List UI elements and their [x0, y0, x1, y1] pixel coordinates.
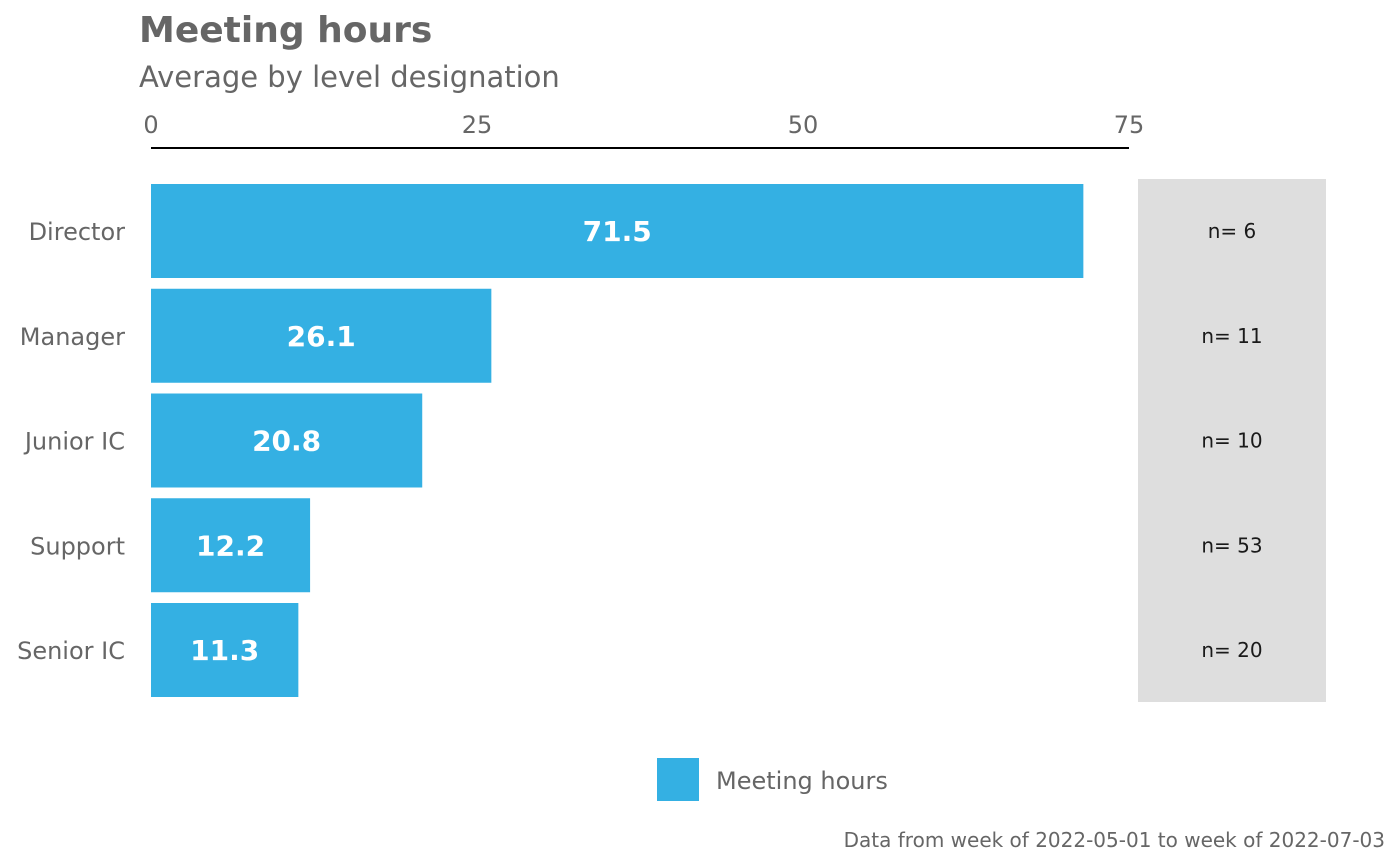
legend: Meeting hours: [657, 758, 888, 801]
category-label: Support: [30, 532, 125, 560]
bar-value-label: 71.5: [583, 215, 652, 248]
bar-value-label: 20.8: [252, 425, 321, 458]
bar-value-label: 26.1: [287, 320, 356, 353]
category-label: Director: [29, 218, 126, 246]
n-count-label: n= 20: [1201, 638, 1262, 662]
chart-subtitle: Average by level designation: [139, 60, 560, 94]
bar: [151, 288, 492, 383]
x-tick-label: 75: [1114, 111, 1145, 139]
category-label: Manager: [20, 323, 125, 351]
bar: [151, 603, 299, 697]
x-tick-label: 50: [788, 111, 819, 139]
x-tick-label: 0: [143, 111, 158, 139]
x-axis: 0 25 50 75: [143, 111, 1145, 149]
n-panel: n= 6 n= 11 n= 10 n= 53 n= 20: [1138, 179, 1326, 702]
n-count-label: n= 53: [1201, 533, 1262, 557]
category-label: Junior IC: [23, 428, 125, 456]
bar-value-label: 11.3: [190, 634, 259, 667]
bar: [151, 393, 423, 488]
bar: [151, 184, 1084, 278]
bars: Director 71.5 Manager 26.1 Junior IC 20.8 Supp…: [17, 184, 1084, 697]
n-count-label: n= 10: [1201, 429, 1262, 453]
legend-label: Meeting hours: [716, 767, 888, 795]
x-tick-label: 25: [462, 111, 493, 139]
bar: [151, 498, 311, 593]
n-count-label: n= 6: [1208, 219, 1257, 243]
n-count-label: n= 11: [1201, 324, 1262, 348]
legend-swatch: [657, 758, 699, 801]
chart-title: Meeting hours: [139, 10, 432, 51]
chart-caption: Data from week of 2022-05-01 to week of …: [844, 828, 1385, 852]
n-panel-background: [1138, 179, 1326, 702]
bar-value-label: 12.2: [196, 529, 265, 562]
category-label: Senior IC: [17, 637, 125, 665]
